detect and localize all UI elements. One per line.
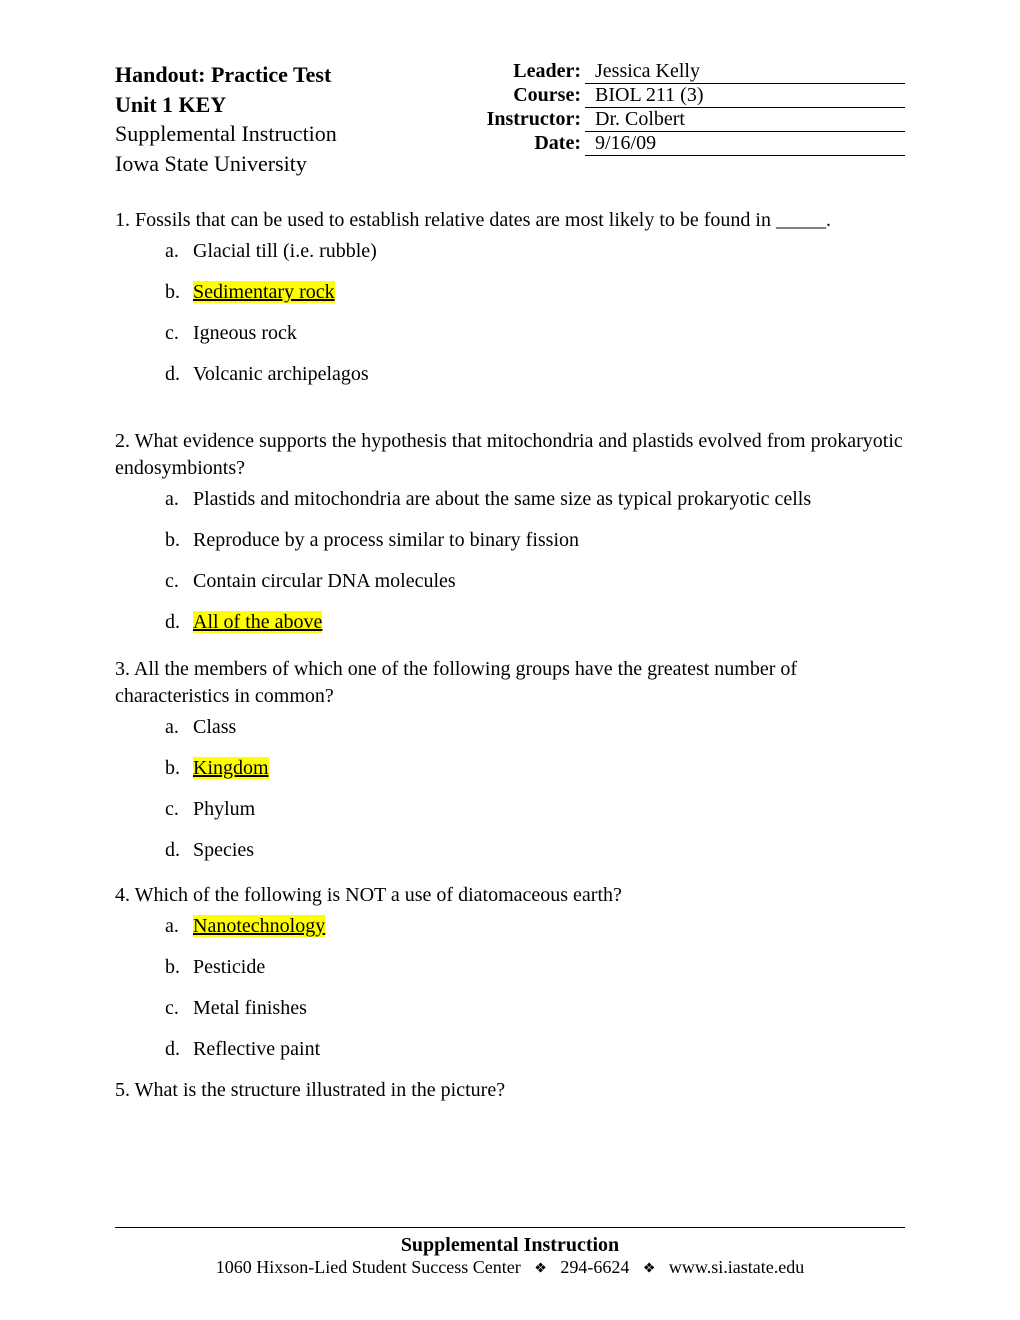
option-letter: d. [165, 361, 193, 388]
highlighted-answer: All of the above [193, 611, 322, 633]
info-table: Leader: Jessica Kelly Course: BIOL 211 (… [455, 60, 905, 156]
question-2: 2. What evidence supports the hypothesis… [115, 428, 905, 636]
highlighted-answer: Kingdom [193, 757, 269, 779]
highlighted-answer: Sedimentary rock [193, 281, 335, 303]
date-value: 9/16/09 [585, 132, 905, 156]
option-letter: c. [165, 568, 193, 595]
course-value: BIOL 211 (3) [585, 84, 905, 108]
option-row: d.Volcanic archipelagos [165, 361, 905, 388]
option-letter: d. [165, 1036, 193, 1063]
option-letter: b. [165, 279, 193, 306]
option-letter: b. [165, 755, 193, 782]
option-row: d.Reflective paint [165, 1036, 905, 1063]
options-list: a.Glacial till (i.e. rubble)b.Sedimentar… [165, 238, 905, 388]
info-row-instructor: Instructor: Dr. Colbert [455, 108, 905, 132]
options-list: a.Classb.Kingdomc.Phylumd.Species [165, 714, 905, 864]
option-text: Reflective paint [193, 1036, 320, 1063]
leader-value: Jessica Kelly [585, 60, 905, 84]
header-right: Leader: Jessica Kelly Course: BIOL 211 (… [455, 60, 905, 179]
question-1: 1. Fossils that can be used to establish… [115, 207, 905, 388]
option-row: b.Pesticide [165, 954, 905, 981]
option-row: a.Glacial till (i.e. rubble) [165, 238, 905, 265]
question-text: 4. Which of the following is NOT a use o… [115, 882, 905, 909]
option-row: c.Igneous rock [165, 320, 905, 347]
footer-address: 1060 Hixson-Lied Student Success Center [216, 1257, 521, 1277]
option-text: Sedimentary rock [193, 279, 335, 306]
option-row: d.All of the above [165, 609, 905, 636]
question-text: 3. All the members of which one of the f… [115, 656, 905, 710]
option-text: Reproduce by a process similar to binary… [193, 527, 579, 554]
highlighted-answer: Nanotechnology [193, 915, 325, 937]
option-text: Glacial till (i.e. rubble) [193, 238, 377, 265]
option-letter: c. [165, 995, 193, 1022]
question-text: 1. Fossils that can be used to establish… [115, 207, 905, 234]
option-letter: a. [165, 913, 193, 940]
option-letter: d. [165, 609, 193, 636]
option-letter: c. [165, 320, 193, 347]
option-row: b.Sedimentary rock [165, 279, 905, 306]
footer-title: Supplemental Instruction [115, 1234, 905, 1257]
option-row: a.Nanotechnology [165, 913, 905, 940]
option-text: All of the above [193, 609, 322, 636]
option-row: c.Phylum [165, 796, 905, 823]
option-row: a.Class [165, 714, 905, 741]
question-text: 2. What evidence supports the hypothesis… [115, 428, 905, 482]
option-letter: a. [165, 714, 193, 741]
option-text: Contain circular DNA molecules [193, 568, 456, 595]
header-left: Handout: Practice Test Unit 1 KEY Supple… [115, 60, 455, 179]
footer-url: www.si.iastate.edu [669, 1257, 804, 1277]
option-text: Pesticide [193, 954, 265, 981]
footer-rule [115, 1227, 905, 1228]
footer-sep-1: ❖ [534, 1261, 547, 1276]
question-3: 3. All the members of which one of the f… [115, 656, 905, 864]
info-row-course: Course: BIOL 211 (3) [455, 84, 905, 108]
question-5: 5. What is the structure illustrated in … [115, 1077, 905, 1104]
handout-title-2: Unit 1 KEY [115, 90, 455, 120]
option-row: d.Species [165, 837, 905, 864]
handout-subtitle-1: Supplemental Instruction [115, 119, 455, 149]
option-letter: b. [165, 954, 193, 981]
question-4: 4. Which of the following is NOT a use o… [115, 882, 905, 1063]
option-text: Class [193, 714, 236, 741]
handout-title-1: Handout: Practice Test [115, 60, 455, 90]
option-text: Nanotechnology [193, 913, 325, 940]
option-text: Igneous rock [193, 320, 297, 347]
instructor-label: Instructor: [455, 108, 585, 132]
handout-subtitle-2: Iowa State University [115, 149, 455, 179]
footer-phone: 294-6624 [560, 1257, 629, 1277]
option-row: c.Contain circular DNA molecules [165, 568, 905, 595]
option-letter: a. [165, 486, 193, 513]
option-letter: a. [165, 238, 193, 265]
option-letter: b. [165, 527, 193, 554]
info-row-date: Date: 9/16/09 [455, 132, 905, 156]
options-list: a.Nanotechnologyb.Pesticidec.Metal finis… [165, 913, 905, 1063]
option-text: Kingdom [193, 755, 269, 782]
instructor-value: Dr. Colbert [585, 108, 905, 132]
option-row: b.Kingdom [165, 755, 905, 782]
option-row: a.Plastids and mitochondria are about th… [165, 486, 905, 513]
option-row: b.Reproduce by a process similar to bina… [165, 527, 905, 554]
options-list: a.Plastids and mitochondria are about th… [165, 486, 905, 636]
option-letter: d. [165, 837, 193, 864]
option-text: Phylum [193, 796, 255, 823]
leader-label: Leader: [455, 60, 585, 84]
course-label: Course: [455, 84, 585, 108]
footer: Supplemental Instruction 1060 Hixson-Lie… [115, 1227, 905, 1278]
footer-sub: 1060 Hixson-Lied Student Success Center … [115, 1257, 905, 1278]
question-text: 5. What is the structure illustrated in … [115, 1077, 905, 1104]
option-text: Metal finishes [193, 995, 307, 1022]
header: Handout: Practice Test Unit 1 KEY Supple… [115, 60, 905, 179]
info-row-leader: Leader: Jessica Kelly [455, 60, 905, 84]
questions-container: 1. Fossils that can be used to establish… [115, 207, 905, 1104]
option-row: c.Metal finishes [165, 995, 905, 1022]
date-label: Date: [455, 132, 585, 156]
option-letter: c. [165, 796, 193, 823]
option-text: Volcanic archipelagos [193, 361, 369, 388]
footer-sep-2: ❖ [643, 1261, 656, 1276]
option-text: Plastids and mitochondria are about the … [193, 486, 811, 513]
option-text: Species [193, 837, 254, 864]
